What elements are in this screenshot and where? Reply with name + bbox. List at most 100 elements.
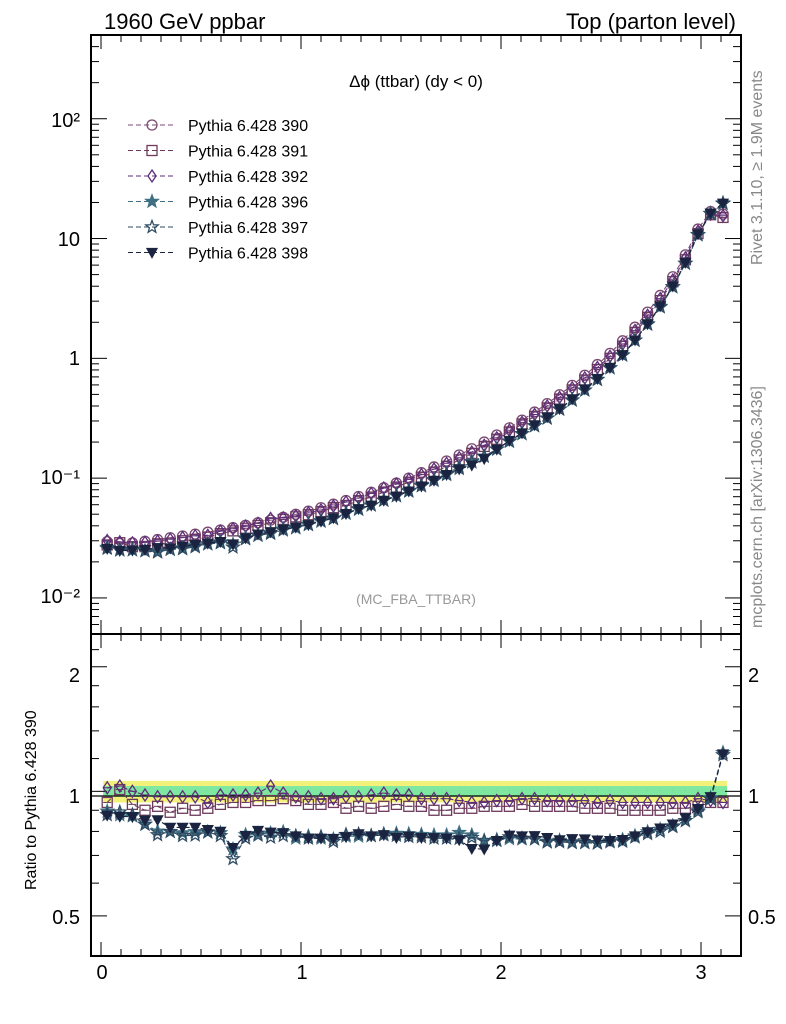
ratio-plot-frame: [90, 633, 742, 957]
ratio-point-391: [616, 804, 629, 816]
ratio-point-391: [541, 800, 553, 812]
ratio-y-tick-0.5: 0.5: [52, 907, 80, 929]
ratio-point-398: [515, 831, 529, 843]
ratio-point-392: [265, 778, 276, 794]
ratio-point-398: [377, 830, 390, 842]
main-point-398: [490, 444, 503, 456]
ratio-point-391: [352, 800, 365, 812]
ratio-point-391: [114, 783, 126, 796]
ratio-point-392: [429, 791, 439, 806]
ratio-point-391: [478, 800, 490, 812]
y-tick-label-1: 1: [69, 348, 80, 370]
main-point-398: [289, 522, 302, 534]
ratio-point-392: [404, 787, 414, 803]
main-plot-panel: 10⁻² 10⁻¹ 1 10 10² Δϕ (ttbar) (dy < 0) P…: [41, 34, 742, 635]
ratio-point-392: [177, 789, 188, 804]
ratio-point-392: [328, 791, 339, 806]
main-point-398: [352, 504, 365, 516]
ratio-point-398: [126, 812, 139, 824]
ratio-point-391: [528, 800, 541, 812]
ratio-point-398: [490, 836, 503, 847]
legend-label: Pythia 6.428 396: [188, 195, 308, 212]
main-point-398: [541, 412, 554, 424]
main-point-398: [566, 394, 579, 406]
ratio-point-397: [539, 833, 556, 849]
ratio-point-398: [239, 830, 252, 842]
ratio-point-391: [151, 800, 164, 812]
ratio-point-397: [262, 829, 279, 845]
ratio-point-392: [529, 791, 540, 806]
x-tick-label-3: 3: [695, 962, 706, 984]
y-tick-label-1e-1: 10⁻¹: [41, 467, 81, 489]
main-point-398: [251, 529, 265, 541]
ratio-point-391: [239, 796, 252, 809]
ratio-point-392: [504, 793, 515, 808]
ratio-point-391: [189, 804, 201, 816]
legend-marker: [146, 119, 158, 131]
main-point-398: [478, 454, 491, 466]
ratio-point-392: [718, 795, 728, 810]
main-plot-axis-ticks: [91, 34, 742, 635]
ratio-point-398: [465, 843, 478, 855]
ratio-point-397: [463, 829, 480, 845]
ratio-point-398: [553, 835, 566, 847]
main-point-398: [201, 538, 214, 550]
ratio-y-tick-2-right: 2: [748, 665, 759, 687]
ratio-point-392: [366, 787, 376, 803]
main-point-398: [628, 335, 642, 347]
ratio-point-398: [616, 835, 629, 847]
ratio-point-397: [149, 826, 166, 842]
ratio-point-392: [441, 791, 452, 806]
x-tick-label-2: 2: [495, 962, 506, 984]
ratio-point-398: [528, 831, 541, 843]
ratio-point-398: [666, 819, 679, 831]
main-point-392: [228, 521, 238, 536]
rivet-version-label: Rivet 3.1.10, ≥ 1.9M events: [749, 70, 766, 265]
ratio-point-392: [592, 795, 603, 810]
ratio-point-398: [691, 804, 705, 816]
ratio-point-398: [164, 822, 177, 834]
ratio-point-391: [252, 794, 264, 807]
header-left: 1960 GeV ppbar: [104, 9, 265, 34]
ratio-point-397: [576, 834, 593, 850]
ratio-point-391: [516, 798, 528, 811]
main-point-398: [314, 516, 328, 528]
y-tick-label-1e2: 10²: [51, 110, 80, 132]
ratio-point-398: [402, 831, 415, 843]
analysis-name: (MC_FBA_TTBAR): [356, 591, 476, 607]
y-tick-label-1e-2: 10⁻²: [41, 586, 81, 608]
ratio-point-397: [212, 827, 229, 843]
ratio-point-391: [378, 800, 390, 812]
ratio-point-392: [655, 795, 665, 810]
ratio-point-392: [492, 793, 502, 808]
ratio-point-398: [628, 831, 642, 843]
ratio-point-398: [566, 834, 579, 846]
ratio-point-391: [365, 802, 377, 814]
main-series-line-392: [107, 213, 724, 544]
ratio-point-391: [566, 800, 578, 812]
ratio-point-391: [466, 802, 478, 814]
ratio-point-392: [379, 785, 389, 801]
main-point-398: [465, 460, 478, 472]
ratio-point-392: [567, 793, 577, 808]
ratio-point-398: [503, 830, 516, 842]
ratio-point-397: [187, 826, 204, 843]
main-point-397: [149, 543, 166, 559]
main-plot-series: [99, 194, 731, 559]
ratio-point-392: [215, 787, 226, 803]
main-point-398: [704, 208, 717, 220]
ratio-point-392: [580, 793, 590, 808]
main-point-398: [327, 513, 340, 525]
ratio-point-397: [137, 816, 153, 832]
ratio-point-391: [164, 806, 176, 818]
ratio-point-391: [667, 802, 679, 814]
main-point-398: [101, 543, 114, 555]
main-point-398: [113, 546, 126, 558]
main-point-398: [365, 500, 378, 512]
ratio-point-391: [315, 798, 327, 811]
ratio-point-398: [365, 831, 378, 843]
main-point-398: [226, 539, 240, 551]
main-point-398: [176, 541, 189, 553]
ratio-point-391: [553, 800, 566, 812]
header-right: Top (parton level): [566, 9, 736, 34]
